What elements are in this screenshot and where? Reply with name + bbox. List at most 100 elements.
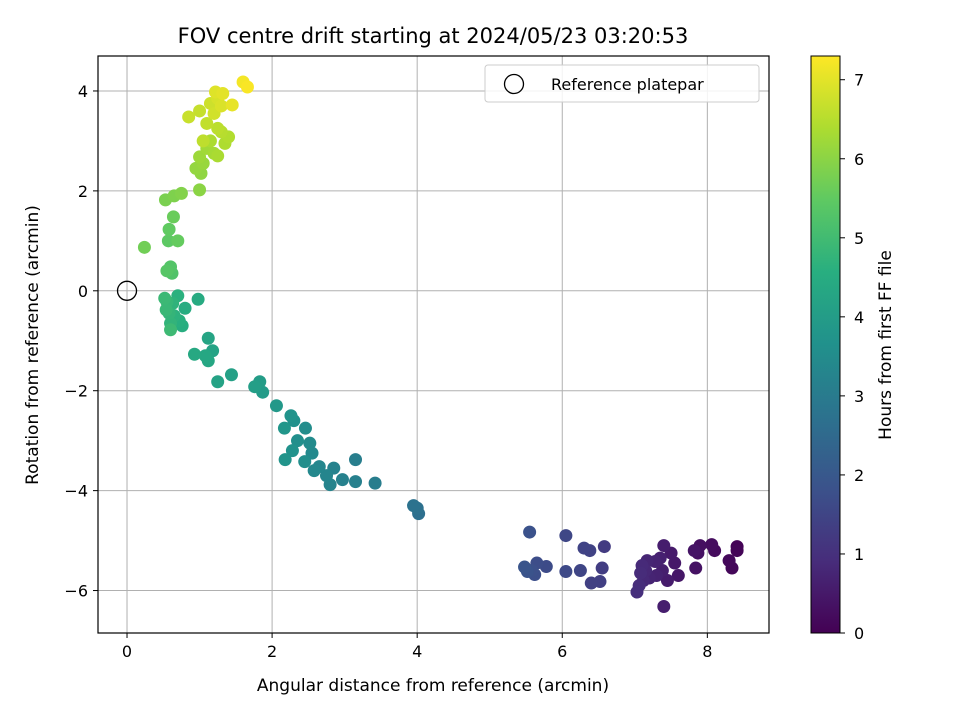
data-point: [290, 434, 304, 448]
data-point: [349, 475, 363, 489]
colorbar-label: Hours from first FF file: [876, 250, 896, 440]
data-point: [214, 99, 228, 113]
data-point: [657, 539, 671, 553]
data-point: [305, 446, 319, 460]
data-point: [407, 499, 421, 513]
data-point: [349, 453, 363, 467]
data-point: [559, 565, 573, 579]
data-point: [597, 540, 611, 554]
x-axis-label: Angular distance from reference (arcmin): [257, 676, 609, 696]
y-tick-label: −6: [64, 582, 88, 601]
colorbar-tick-label: 1: [854, 545, 864, 564]
colorbar-tick-label: 3: [854, 387, 864, 406]
legend-label: Reference platepar: [551, 75, 704, 94]
y-tick-label: 2: [78, 182, 88, 201]
data-point: [285, 444, 299, 458]
data-point: [248, 380, 262, 394]
colorbar-gradient: [810, 55, 841, 634]
data-point: [573, 564, 587, 578]
colorbar: 0 1 2 3 4 5 6 7 Hours from first FF file: [810, 55, 896, 643]
data-point: [277, 421, 291, 435]
data-point: [660, 574, 674, 588]
plot-frame: [97, 55, 770, 634]
y-tick-label: −4: [64, 482, 88, 501]
data-point: [298, 421, 312, 435]
data-point: [211, 121, 225, 135]
data-point: [196, 134, 210, 148]
chart-title: FOV centre drift starting at 2024/05/23 …: [178, 24, 689, 48]
scatter-points: [137, 75, 744, 614]
data-point: [278, 453, 292, 467]
data-point: [269, 399, 283, 413]
data-point: [657, 600, 671, 614]
x-tick-label: 8: [702, 642, 712, 661]
data-point: [159, 303, 173, 317]
data-point: [368, 476, 382, 490]
data-point: [668, 556, 682, 570]
data-point: [174, 186, 188, 200]
data-point: [225, 98, 239, 112]
data-point: [240, 80, 254, 94]
data-point: [630, 585, 644, 599]
data-point: [224, 368, 238, 382]
data-point: [577, 541, 591, 555]
colorbar-tick-label: 6: [854, 150, 864, 169]
reference-platepar-marker: [116, 280, 138, 301]
colorbar-tick-label: 5: [854, 229, 864, 248]
colorbar-tick-label: 7: [854, 71, 864, 90]
data-point: [200, 116, 214, 130]
y-axis-label: Rotation from reference (arcmin): [23, 205, 43, 485]
data-point: [193, 150, 207, 164]
data-point: [162, 222, 176, 236]
data-point: [559, 529, 573, 543]
data-point: [166, 210, 180, 224]
data-point: [164, 323, 178, 337]
y-tick-label: 0: [78, 282, 88, 301]
data-point: [178, 301, 192, 315]
data-point: [193, 183, 207, 197]
data-point: [634, 566, 648, 580]
colorbar-tick-label: 4: [854, 308, 864, 327]
data-point: [211, 375, 225, 389]
data-point: [191, 292, 205, 306]
data-point: [187, 347, 201, 361]
data-point: [216, 86, 230, 100]
data-point: [193, 104, 207, 118]
data-point: [730, 544, 744, 558]
data-point: [518, 560, 532, 574]
data-point: [687, 544, 701, 558]
data-point: [335, 473, 349, 487]
x-tick-label: 2: [267, 642, 277, 661]
y-tick-label: 4: [78, 82, 88, 101]
colorbar-ticks: 0 1 2 3 4 5 6 7: [840, 71, 864, 643]
x-tick-label: 4: [412, 642, 422, 661]
data-point: [523, 525, 537, 539]
data-point: [171, 234, 185, 248]
data-point: [137, 240, 151, 254]
colorbar-tick-label: 2: [854, 466, 864, 485]
data-point: [160, 264, 174, 278]
data-point: [201, 331, 215, 345]
colorbar-tick-label: 0: [854, 624, 864, 643]
data-point: [307, 464, 321, 478]
data-point: [182, 110, 196, 124]
data-point: [198, 349, 212, 363]
data-point: [211, 149, 225, 163]
data-point: [689, 561, 703, 575]
data-point: [303, 436, 317, 450]
data-point: [595, 561, 609, 575]
data-point: [158, 291, 172, 305]
reference-marker: [116, 280, 138, 301]
y-axis-ticks: −6 −4 −2 0 2 4: [64, 82, 98, 601]
legend: Reference platepar: [484, 64, 760, 103]
x-tick-label: 6: [557, 642, 567, 661]
x-tick-label: 0: [122, 642, 132, 661]
data-point: [722, 554, 736, 568]
x-axis-ticks: 0 2 4 6 8: [122, 633, 712, 661]
data-point: [161, 234, 175, 248]
y-tick-label: −2: [64, 382, 88, 401]
legend-reference-marker: [503, 73, 525, 95]
legend-box: [484, 64, 760, 103]
data-point: [705, 538, 719, 552]
